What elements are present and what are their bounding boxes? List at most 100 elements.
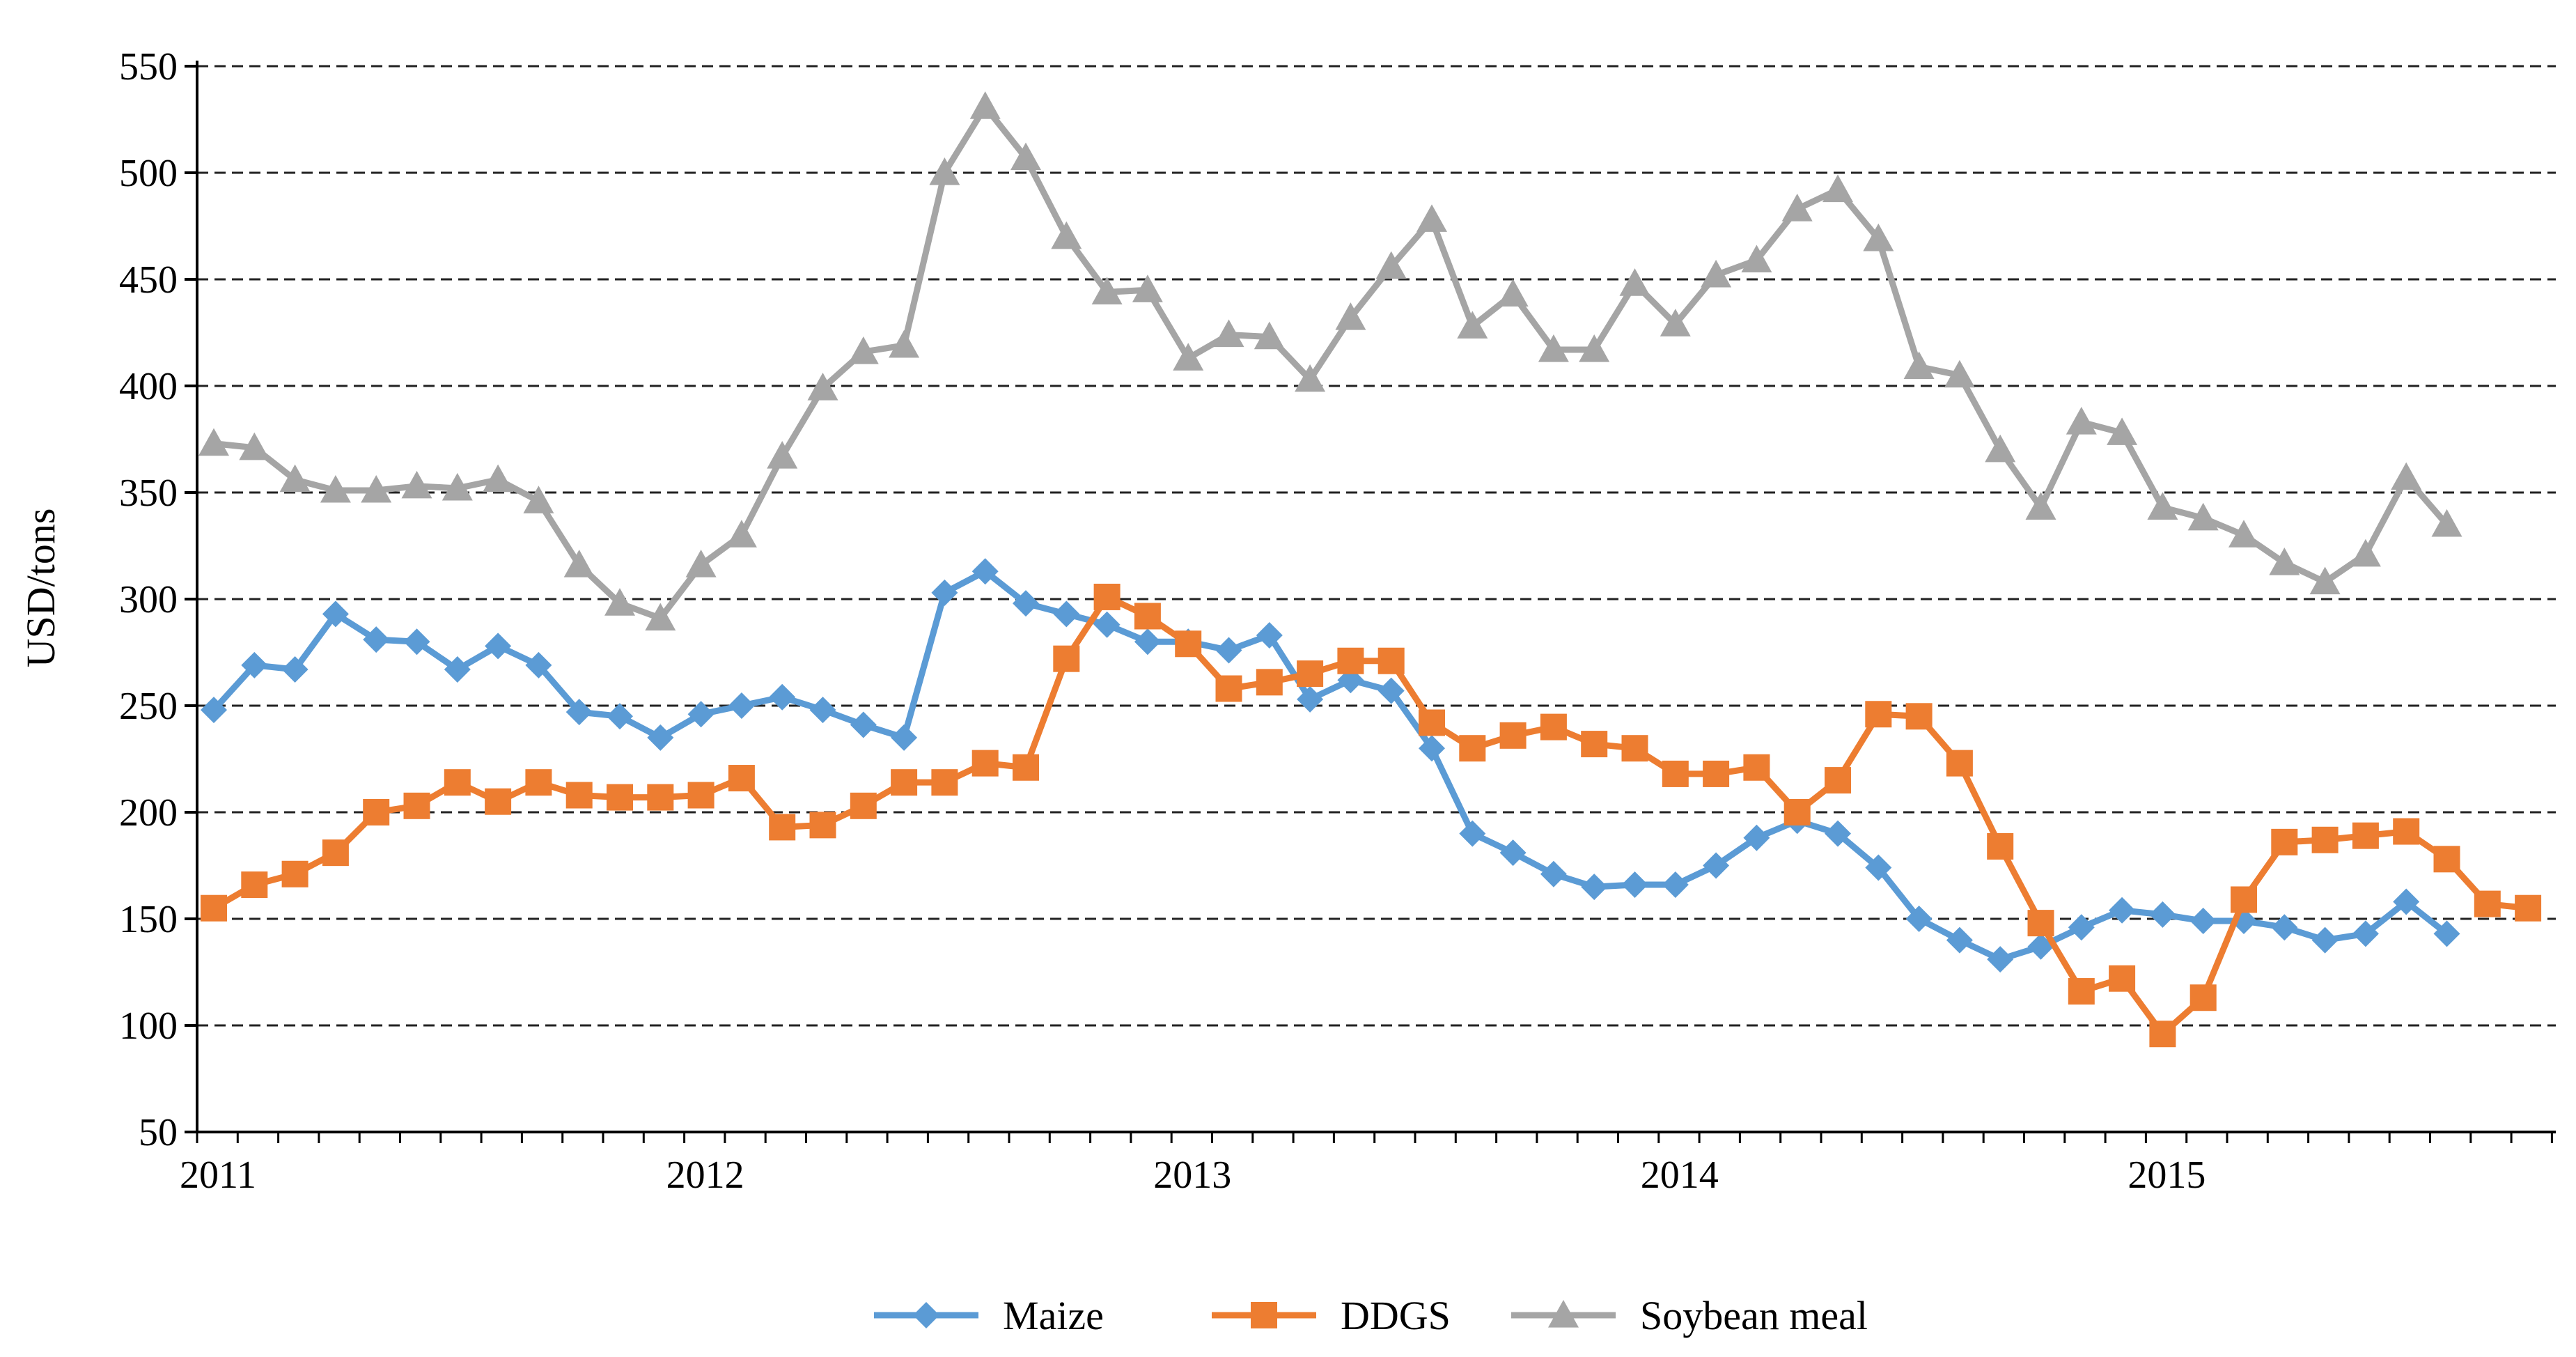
data-point-ddgs (1783, 799, 1811, 825)
y-tick-label: 550 (119, 45, 178, 88)
data-point-maize (1905, 906, 1933, 932)
data-point-maize (444, 656, 471, 683)
data-point-ddgs (2515, 894, 2542, 922)
data-point-soybean-meal (1822, 174, 1853, 203)
data-point-maize (2433, 920, 2460, 947)
data-point-ddgs (403, 792, 430, 819)
data-point-ddgs (1256, 669, 1283, 696)
axes: 50 100 150 200 250 300 350 400 450 500 550 2011 2012… (119, 45, 2556, 1197)
data-point-ddgs (809, 812, 836, 839)
data-point-ddgs (485, 788, 512, 815)
legend-marker-soybean-meal (1548, 1300, 1579, 1328)
data-point-maize (2393, 888, 2420, 915)
data-point-soybean-meal (2350, 538, 2381, 567)
data-point-soybean-meal (563, 550, 595, 577)
data-point-maize (1621, 871, 1648, 899)
legend-item-soybean-meal: Soybean meal (1511, 1293, 1868, 1338)
y-tick-label: 400 (119, 365, 178, 408)
data-point-soybean-meal (1051, 221, 1082, 249)
data-point-soybean-meal (1010, 142, 1041, 171)
series-soybean-meal (198, 91, 2462, 631)
data-point-soybean-meal (2228, 520, 2259, 548)
data-point-soybean-meal (645, 603, 676, 631)
data-point-ddgs (607, 784, 633, 811)
legend-item-maize: Maize (874, 1293, 1104, 1338)
data-point-ddgs (1215, 675, 1242, 702)
data-point-soybean-meal (1781, 194, 1813, 222)
legend: Maize DDGS Soybean meal (874, 1293, 1868, 1338)
data-point-soybean-meal (1213, 319, 1244, 348)
data-point-maize (201, 697, 227, 724)
data-point-ddgs (444, 769, 471, 796)
data-point-maize (1053, 600, 1080, 628)
data-point-maize (2311, 926, 2339, 954)
data-point-ddgs (2474, 890, 2501, 917)
data-point-maize (1256, 622, 1283, 649)
data-point-ddgs (2027, 910, 2054, 937)
y-tick-label: 50 (139, 1111, 178, 1154)
data-point-maize (2068, 914, 2095, 941)
data-point-soybean-meal (442, 472, 473, 501)
data-point-ddgs (2433, 846, 2460, 873)
data-point-soybean-meal (2187, 502, 2219, 531)
data-point-ddgs (1540, 713, 1567, 740)
data-point-ddgs (1946, 750, 1973, 777)
data-point-maize (1459, 820, 1486, 847)
series-lines (198, 91, 2542, 1048)
series-line-maize (211, 568, 2449, 963)
data-point-maize (322, 600, 349, 628)
data-point-soybean-meal (1538, 334, 1569, 362)
data-point-maize (891, 724, 918, 751)
data-point-soybean-meal (1944, 359, 1975, 388)
data-point-maize (1825, 820, 1851, 847)
data-point-ddgs (1743, 754, 1770, 781)
data-point-ddgs (2109, 965, 2136, 992)
data-point-ddgs (1419, 709, 1445, 736)
data-point-ddgs (1175, 630, 1202, 658)
data-point-ddgs (1621, 735, 1648, 762)
data-point-ddgs (1662, 760, 1689, 787)
data-point-maize (403, 628, 430, 656)
data-point-ddgs (891, 769, 918, 796)
data-point-maize (809, 697, 836, 724)
data-point-maize (565, 699, 593, 726)
data-point-ddgs (850, 792, 877, 819)
data-point-soybean-meal (361, 474, 392, 503)
data-point-ddgs (1053, 645, 1080, 672)
data-point-soybean-meal (1579, 334, 1610, 362)
data-point-soybean-meal (2025, 492, 2056, 520)
data-point-soybean-meal (1295, 364, 1326, 392)
y-tick-label: 200 (119, 791, 178, 835)
data-point-ddgs (2393, 818, 2420, 845)
data-point-ddgs (2189, 984, 2217, 1011)
series-ddgs (201, 583, 2542, 1048)
data-point-soybean-meal (969, 91, 1001, 119)
series-line-ddgs (212, 594, 2529, 1037)
data-point-ddgs (1581, 731, 1608, 758)
data-point-soybean-meal (1375, 251, 1407, 279)
x-tick-label: 2014 (1641, 1154, 1719, 1197)
data-point-maize (1134, 628, 1161, 656)
legend-label-soybean-meal: Soybean meal (1640, 1293, 1868, 1338)
data-point-soybean-meal (2147, 492, 2178, 520)
data-point-maize (769, 683, 796, 711)
data-point-soybean-meal (2391, 462, 2422, 490)
data-point-ddgs (281, 860, 309, 887)
data-point-soybean-meal (483, 464, 514, 493)
data-point-ddgs (2311, 826, 2339, 853)
data-point-soybean-meal (1457, 311, 1488, 339)
data-point-soybean-meal (320, 474, 351, 503)
data-point-ddgs (1297, 660, 1324, 688)
data-point-ddgs (1987, 832, 2014, 860)
data-point-maize (1540, 860, 1567, 887)
data-point-maize (241, 651, 268, 678)
data-point-maize (647, 724, 674, 751)
data-point-maize (1743, 824, 1770, 851)
data-point-maize (1703, 852, 1730, 879)
data-point-soybean-meal (401, 470, 432, 499)
data-point-soybean-meal (1173, 343, 1204, 371)
data-point-ddgs (1703, 760, 1730, 787)
data-point-ddgs (1013, 754, 1039, 781)
data-point-soybean-meal (685, 550, 717, 577)
data-point-maize (2109, 897, 2136, 924)
